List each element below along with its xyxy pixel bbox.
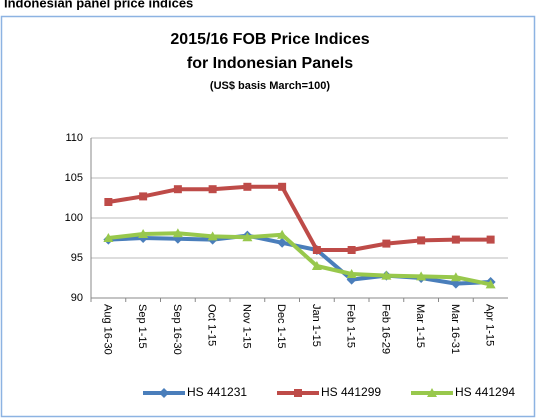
point bbox=[450, 272, 461, 282]
point bbox=[346, 269, 357, 278]
series-line bbox=[108, 231, 492, 287]
point bbox=[243, 182, 252, 191]
x-tick-label: Nov 1-15 bbox=[240, 304, 252, 349]
x-tick-label: Feb 16-29 bbox=[379, 304, 391, 354]
legend-label: HS 441294 bbox=[455, 385, 515, 399]
point bbox=[294, 389, 302, 397]
x-tick-label: Sep 16-30 bbox=[171, 304, 183, 355]
point bbox=[382, 239, 391, 248]
y-tick-label: 100 bbox=[65, 212, 83, 224]
point bbox=[277, 237, 288, 248]
point bbox=[172, 228, 183, 238]
y-tick-label: 95 bbox=[71, 252, 83, 264]
x-tick-label: Dec 1-15 bbox=[275, 304, 287, 349]
point bbox=[485, 279, 496, 289]
point bbox=[242, 232, 253, 242]
x-tick-label: Jan 1-15 bbox=[310, 304, 322, 347]
point bbox=[417, 236, 426, 245]
point bbox=[381, 270, 392, 280]
point bbox=[103, 233, 114, 242]
point bbox=[138, 229, 149, 238]
point bbox=[486, 235, 495, 244]
x-tick-label: Feb 1-15 bbox=[345, 304, 357, 348]
series-line bbox=[108, 184, 491, 252]
point bbox=[278, 182, 287, 191]
y-tick-label: 110 bbox=[65, 132, 83, 144]
x-tick-label: Aug 16-30 bbox=[101, 304, 113, 355]
legend-label: HS 441231 bbox=[187, 385, 247, 399]
y-tick-label: 105 bbox=[65, 172, 83, 184]
x-tick-label: Mar 16-31 bbox=[449, 304, 461, 354]
page-heading: Indonesian panel price indices bbox=[4, 0, 193, 10]
point bbox=[311, 261, 322, 270]
chart-title: 2015/16 FOB Price Indices bbox=[170, 31, 369, 48]
point bbox=[312, 246, 321, 254]
point bbox=[427, 388, 437, 397]
point bbox=[208, 185, 217, 194]
chart-frame bbox=[0, 15, 536, 418]
point bbox=[277, 229, 288, 239]
point bbox=[159, 388, 169, 398]
y-tick-label: 90 bbox=[71, 292, 83, 304]
x-tick-label: Apr 1-15 bbox=[484, 304, 496, 346]
chart-title: for Indonesian Panels bbox=[187, 55, 353, 72]
x-tick-label: Sep 1-15 bbox=[136, 304, 148, 349]
x-tick-label: Oct 1-15 bbox=[206, 304, 218, 346]
legend-label: HS 441299 bbox=[321, 385, 381, 399]
chart-subtitle: (US$ basis March=100) bbox=[210, 80, 330, 92]
point bbox=[451, 235, 460, 244]
point bbox=[173, 185, 182, 194]
series-line bbox=[108, 233, 491, 286]
point bbox=[139, 192, 148, 201]
x-tick-label: Mar 1-15 bbox=[414, 304, 426, 348]
point bbox=[416, 271, 427, 281]
point bbox=[347, 246, 356, 254]
point bbox=[207, 231, 218, 241]
point bbox=[104, 198, 113, 206]
